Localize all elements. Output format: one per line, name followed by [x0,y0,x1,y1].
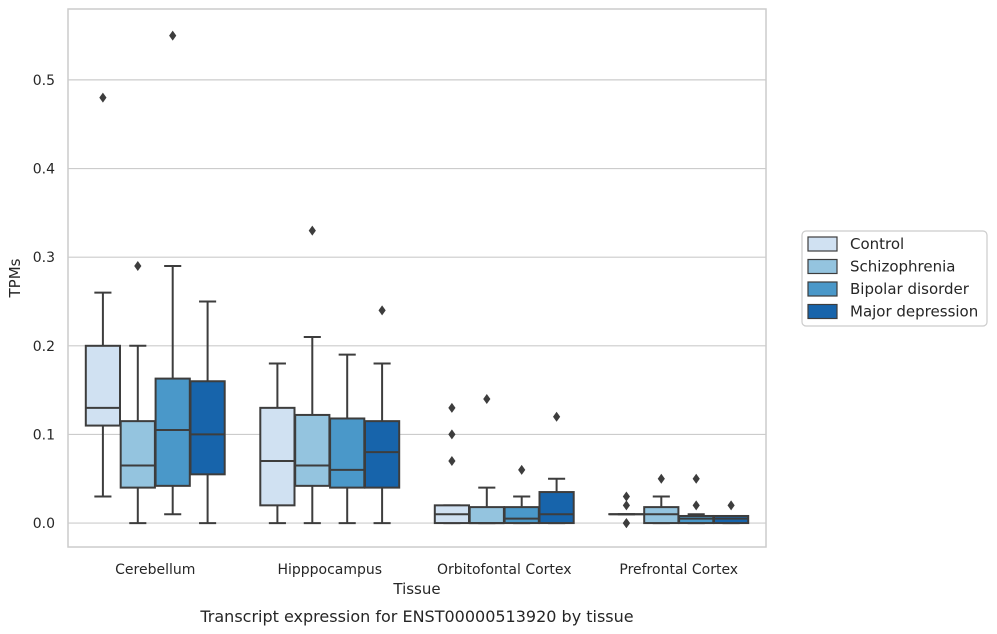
y-tick-label: 0.4 [33,162,55,178]
legend-label: Control [850,235,904,253]
y-tick-label: 0.2 [33,339,55,355]
box [363,420,401,489]
outlier-point [378,305,386,316]
legend-label: Bipolar disorder [850,280,970,298]
x-tick-label: Orbitofontal Cortex [437,562,572,578]
box-bipolar-disorder [154,30,191,516]
box-major-depression [363,305,401,525]
legend-item: Schizophrenia [807,258,955,276]
outlier-point [483,393,491,404]
box-bipolar-disorder [678,473,715,525]
box [468,506,505,525]
y-tick-label: 0.1 [33,427,55,443]
outlier-point [99,92,107,103]
box-major-depression [538,411,575,525]
x-tick-label: Prefrontal Cortex [619,562,738,578]
legend-frame [801,230,988,327]
y-tick-label: 0.5 [33,73,55,89]
box [154,377,191,487]
x-tick-label: Cerebellum [115,562,195,578]
outlier-point [518,464,526,475]
outlier-point [692,473,700,484]
legend-item: Bipolar disorder [807,280,970,298]
outlier-point [692,500,700,511]
outlier-point [448,456,456,467]
y-axis-ticks: 0.0 0.1 0.2 0.3 0.4 0.5 [33,73,55,532]
outlier-point [622,518,630,529]
box [503,506,540,525]
box [84,344,122,427]
legend-item: Major depression [807,303,978,321]
outlier-point [308,225,316,236]
y-tick-label: 0.0 [33,516,55,532]
outlier-point [169,30,177,41]
box [119,420,156,489]
y-tick-label: 0.3 [33,250,55,266]
x-tick-label: Hipppocampus [277,562,382,578]
legend-swatch [807,258,838,275]
legend-swatch [807,236,838,252]
legend-label: Major depression [850,303,978,321]
y-axis-label: TPMs [6,258,24,298]
outlier-point [448,402,456,413]
legend-label: Schizophrenia [850,258,955,276]
outlier-point [448,429,456,440]
box [294,413,331,487]
box [189,380,226,476]
outlier-point [622,491,630,502]
x-axis-ticks: Cerebellum Hipppocampus Orbitofontal Corte… [115,562,738,578]
legend-swatch [807,303,838,320]
legend-item: Control [807,235,904,253]
box [538,491,575,525]
box-major-depression [189,300,226,525]
x-axis-label: Tissue [392,580,440,598]
box-major-depression [712,500,750,525]
box-bipolar-disorder [329,353,366,525]
outlier-point [134,261,142,272]
box-bipolar-disorder [503,464,540,525]
box [329,417,366,489]
outlier-point [657,473,665,484]
legend-swatch [807,281,838,297]
outlier-point [622,500,630,511]
outlier-point [727,500,735,511]
box-schizophrenia [294,225,331,525]
outlier-point [553,411,561,422]
chart-caption: Transcript expression for ENST0000051392… [199,607,633,626]
box-control [84,92,122,498]
boxes [84,30,750,529]
box-schizophrenia [468,393,505,525]
legend: Control Schizophrenia Bipolar disorder Majo… [801,230,988,327]
box [259,406,296,507]
